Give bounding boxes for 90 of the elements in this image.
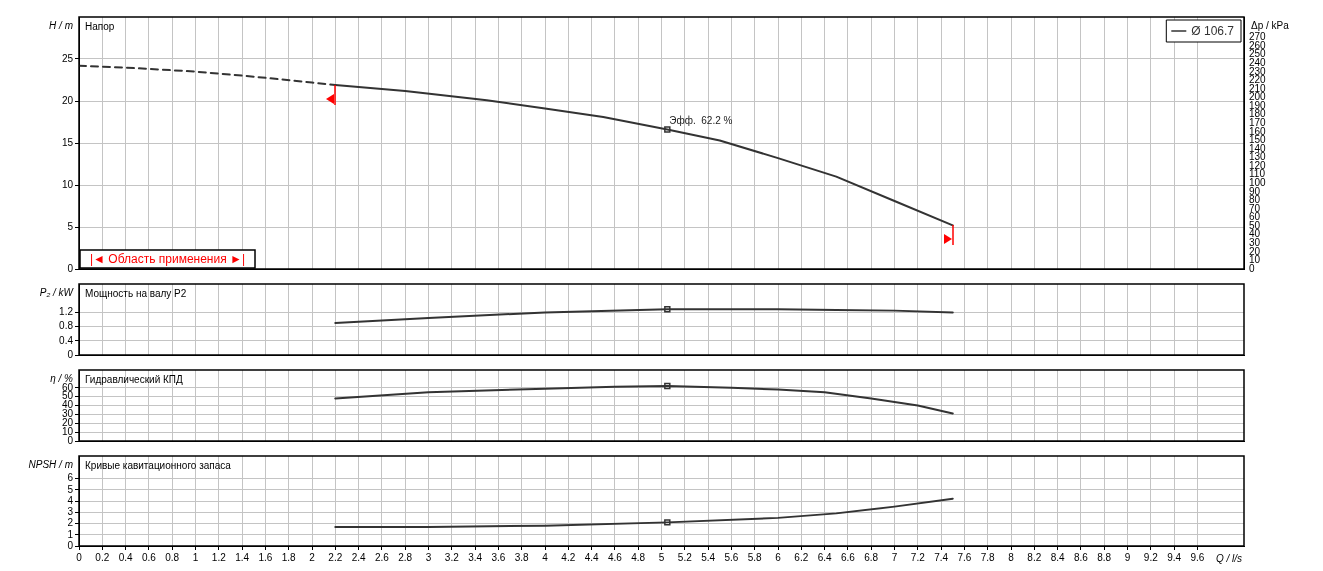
y-tick-label: 0 (67, 262, 74, 274)
y-tick-label: 20 (61, 417, 74, 428)
x-tick-label: 1.8 (281, 551, 297, 563)
x-tick-label: 0.4 (118, 551, 133, 563)
y-axis-title: η / % (50, 372, 74, 384)
x-tick-label: 2.2 (328, 551, 343, 563)
x-tick-label: 6 (775, 551, 782, 563)
annotation: Эфф. 62.2 % (669, 115, 733, 127)
x-tick-label: 5 (658, 551, 665, 563)
x-tick-label: 4.8 (631, 551, 646, 563)
chart-title: Кривые кавитационного запаса (85, 459, 232, 471)
y-axis-title: P₂ / kW (39, 286, 75, 298)
legend-label: Ø 106.7 (1191, 24, 1235, 39)
x-tick-label: 8.6 (1073, 551, 1089, 563)
y-tick-label: 40 (61, 399, 74, 411)
y-axis-title: H / m (49, 19, 73, 31)
x-tick-label: 8.8 (1097, 551, 1112, 563)
x-tick-label: 8.4 (1050, 551, 1065, 563)
y2-tick-label: 180 (1249, 108, 1267, 120)
y-tick-label: 1 (67, 528, 74, 540)
x-tick-label: 1.4 (235, 551, 250, 563)
x-tick-label: 0.8 (165, 551, 180, 563)
x-tick-label: 4.4 (584, 551, 599, 563)
x-tick-label: 1.2 (211, 551, 227, 563)
y-axis-title: NPSH / m (28, 458, 73, 470)
x-tick-label: 8.2 (1027, 551, 1042, 563)
x-tick-label: 0 (76, 551, 83, 563)
y2-tick-label: 250 (1249, 48, 1267, 60)
x-tick-label: 0.6 (141, 551, 157, 563)
x-tick-label: 4 (542, 551, 549, 563)
x-tick-label: 7 (891, 551, 898, 563)
x-tick-label: 3.2 (444, 551, 460, 563)
x-tick-label: 9.4 (1167, 551, 1182, 563)
x-tick-label: 5.2 (677, 551, 693, 563)
x-tick-label: 8 (1008, 551, 1015, 563)
x-axis-title: Q / l/s (1215, 552, 1242, 564)
x-tick-label: 2 (309, 551, 316, 563)
x-tick-label: 7.6 (957, 551, 972, 563)
y-tick-label: 0 (67, 539, 74, 551)
x-tick-label: 3.8 (514, 551, 530, 563)
annotation: |◄ Область применения ►| (90, 252, 246, 267)
x-tick-label: 7.4 (934, 551, 949, 563)
x-tick-label: 3.4 (468, 551, 483, 563)
y-tick-label: 10 (61, 425, 74, 437)
y-tick-label: 20 (61, 94, 74, 106)
y-tick-label: 30 (61, 408, 74, 420)
x-tick-label: 9.6 (1190, 551, 1205, 563)
x-tick-label: 6.4 (817, 551, 832, 563)
x-tick-label: 1 (192, 551, 199, 563)
x-tick-label: 6.6 (840, 551, 856, 563)
x-tick-label: 5.8 (747, 551, 763, 563)
y-tick-label: 0.8 (59, 320, 74, 332)
x-tick-label: 9 (1124, 551, 1131, 563)
x-tick-label: 6.2 (794, 551, 809, 563)
y2-axis-title: Δp / kPa (1251, 19, 1290, 31)
y-tick-label: 5 (67, 220, 74, 232)
y-tick-label: 10 (61, 178, 74, 190)
x-tick-label: 6.8 (864, 551, 879, 563)
y-tick-label: 3 (67, 506, 74, 517)
y-tick-label: 4 (67, 494, 74, 506)
chart-title: Гидравлический КПД (85, 373, 184, 385)
chart-title: Мощность на валу P2 (85, 287, 187, 299)
x-tick-label: 7.8 (980, 551, 996, 563)
x-tick-label: 1.6 (258, 551, 273, 563)
x-tick-label: 9.2 (1143, 551, 1159, 563)
y-tick-label: 25 (61, 52, 74, 64)
x-tick-label: 2.6 (374, 551, 390, 563)
x-tick-label: 2.4 (351, 551, 366, 563)
y-tick-label: 0 (67, 348, 74, 360)
x-tick-label: 4.6 (607, 551, 623, 563)
y2-tick-label: 110 (1249, 168, 1266, 180)
x-tick-label: 4.2 (561, 551, 576, 563)
y-tick-label: 5 (67, 483, 74, 495)
x-tick-label: 5.6 (724, 551, 739, 563)
x-tick-label: 5.4 (701, 551, 716, 563)
y-tick-label: 0.4 (59, 334, 74, 346)
y-tick-label: 50 (61, 390, 74, 402)
x-tick-label: 7.2 (910, 551, 926, 563)
y-tick-label: 1.2 (59, 306, 74, 318)
x-tick-label: 3 (425, 551, 432, 563)
x-tick-label: 2.8 (398, 551, 413, 563)
y2-tick-label: 40 (1249, 228, 1261, 240)
y-tick-label: 6 (67, 472, 74, 484)
y-tick-label: 15 (61, 136, 74, 148)
y-tick-label: 2 (67, 517, 74, 529)
chart-title: Напор (85, 20, 115, 32)
y-tick-label: 0 (67, 434, 74, 446)
y-tick-label: 60 (61, 381, 74, 393)
x-tick-label: 0.2 (95, 551, 110, 563)
x-tick-label: 3.6 (491, 551, 506, 563)
